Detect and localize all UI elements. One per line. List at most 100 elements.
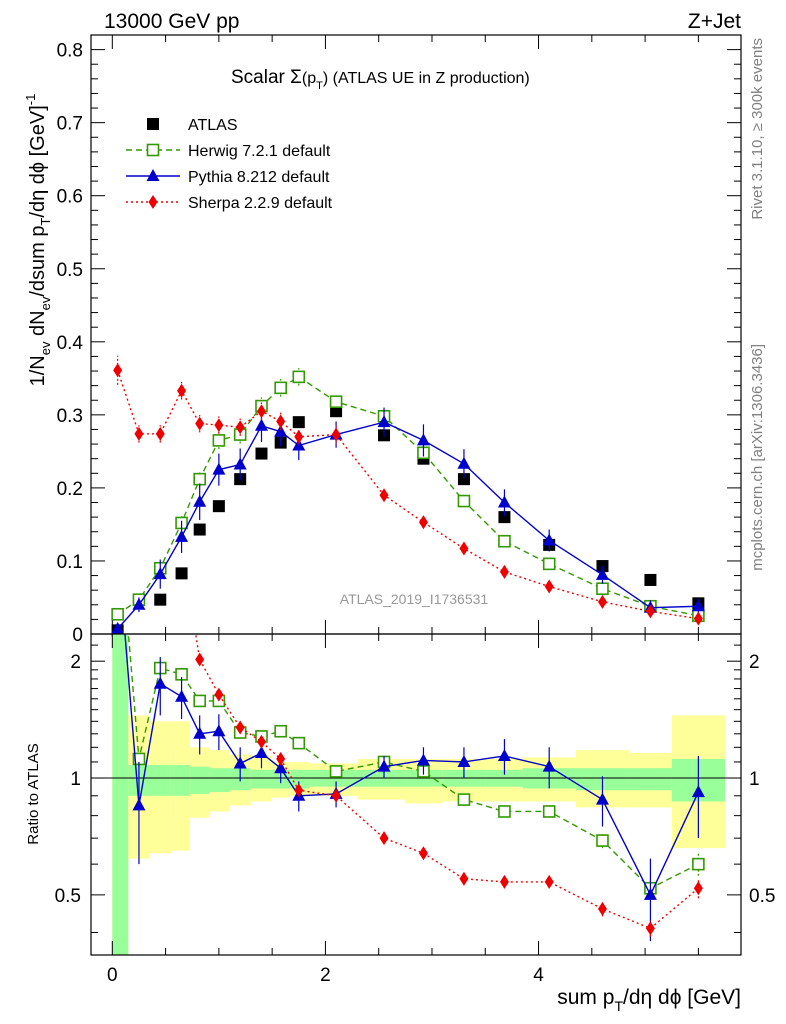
main-data-point [212, 462, 226, 475]
green-uncertainty-band [629, 768, 672, 791]
ratio-data-point [274, 761, 288, 774]
main-data-point [544, 579, 554, 594]
ratio-data-point [112, 501, 123, 512]
ratio-data-point [459, 871, 469, 886]
main-data-point [497, 495, 511, 508]
main-y-tick-label: 0.1 [57, 552, 83, 573]
main-axes: 0 0.1 0.2 0.3 0.4 0.5 0.6 0.7 0.8 [57, 35, 741, 646]
main-data-point [177, 383, 187, 398]
main-data-point [644, 573, 657, 586]
green-uncertainty-band [149, 765, 171, 796]
ratio-data-point [595, 792, 609, 805]
main-data-point [542, 557, 556, 571]
main-data-point [457, 494, 471, 508]
ratio-data-point [292, 736, 306, 750]
main-data-point [254, 418, 268, 431]
ratio-data-point [214, 687, 224, 702]
legend-entry: Pythia 8.212 default [126, 169, 330, 186]
ratio-uncertainty-bands [112, 634, 726, 955]
ratio-y-tick-label: 1 [70, 769, 81, 790]
ratio-data-point [457, 754, 471, 767]
main-y-tick-label: 0.7 [57, 114, 83, 135]
legend-label: Sherpa 2.2.9 default [188, 195, 333, 212]
main-data-point [195, 416, 205, 431]
main-data-point [292, 370, 306, 384]
ratio-data-point [156, 475, 165, 489]
main-data-point [111, 621, 125, 634]
legend-label: Herwig 7.2.1 default [188, 143, 331, 160]
ratio-data-point [544, 874, 554, 889]
ratio-data-point [175, 689, 189, 702]
main-data-point [193, 523, 206, 536]
main-data-point [193, 494, 207, 507]
main-data-point [329, 395, 343, 409]
green-uncertainty-band [290, 769, 310, 789]
ratio-data-point [498, 805, 511, 818]
ratio-data-point [596, 834, 609, 847]
mcplots-label: mcplots.cern.ch [arXiv:1306.3436] [749, 344, 766, 571]
main-data-point [193, 472, 206, 486]
main-data-point [596, 582, 609, 596]
main-data-point [498, 511, 511, 524]
x-tick-label: 2 [320, 965, 331, 986]
ratio-y-tick-label: 0.5 [55, 886, 81, 907]
main-data-point [276, 414, 286, 429]
ratio-y-axis-label: Ratio to ATLAS [25, 743, 42, 844]
main-data-point [499, 564, 509, 579]
ratio-data-point [113, 55, 122, 69]
main-y-tick-label: 0.4 [57, 333, 84, 354]
main-data-point [542, 533, 556, 546]
main-data-point [457, 473, 470, 486]
main-data-point [498, 534, 511, 548]
green-uncertainty-band [209, 768, 230, 793]
ratio-data-point [134, 475, 143, 489]
ratio-y-tick-label-right: 2 [749, 652, 760, 673]
main-data-point [214, 418, 224, 433]
main-data-point [691, 599, 705, 612]
main-data-point [294, 429, 304, 444]
main-data-point [292, 438, 306, 451]
ratio-data-point [235, 720, 245, 735]
energy-label: 13000 GeV pp [104, 10, 239, 33]
main-data-point [379, 488, 389, 503]
ratio-data-point [542, 805, 556, 818]
main-data-point [274, 381, 287, 395]
green-uncertainty-band [250, 769, 272, 789]
main-data-point [377, 415, 391, 428]
legend-marker [147, 118, 159, 130]
main-data-point [331, 427, 341, 442]
main-y-axis-label: 1/Nev dNev/dsum pT/dη dϕ [GeV]-1 [23, 94, 53, 387]
main-y-tick-label: 0.5 [57, 260, 83, 281]
ratio-data-point [497, 748, 511, 761]
ratio-plot-frame [90, 633, 742, 956]
ratio-y-tick-label-right: 1 [749, 769, 760, 790]
green-uncertainty-band [112, 634, 129, 955]
main-data-point [645, 604, 655, 619]
ratio-y-tick-label: 2 [70, 652, 81, 673]
main-series-3 [113, 355, 703, 626]
ratio-data-point [691, 785, 705, 798]
ratio-data-point [256, 734, 266, 749]
main-data-point [256, 404, 266, 419]
ratio-data-point [195, 652, 205, 667]
main-y-tick-label: 0.2 [57, 479, 83, 500]
main-data-point [235, 420, 245, 435]
ratio-data-point [693, 881, 703, 896]
ratio-data-point [233, 756, 247, 769]
main-data-point [132, 597, 146, 610]
main-data-point [111, 607, 124, 621]
legend-marker [148, 195, 158, 209]
legend-entry: ATLAS [147, 117, 238, 134]
x-tick-label: 0 [107, 965, 118, 986]
ratio-data-point [377, 759, 391, 772]
main-data-point [595, 567, 609, 580]
main-data-point [292, 416, 305, 429]
ratio-series-2 [113, 55, 703, 937]
main-data-point [175, 567, 188, 580]
main-data-point [597, 594, 607, 609]
ratio-series-1 [124, 634, 705, 942]
process-label: Z+Jet [688, 10, 741, 33]
ratio-y-tick-label-right: 0.5 [749, 886, 775, 907]
main-y-tick-label: 0 [72, 625, 83, 646]
